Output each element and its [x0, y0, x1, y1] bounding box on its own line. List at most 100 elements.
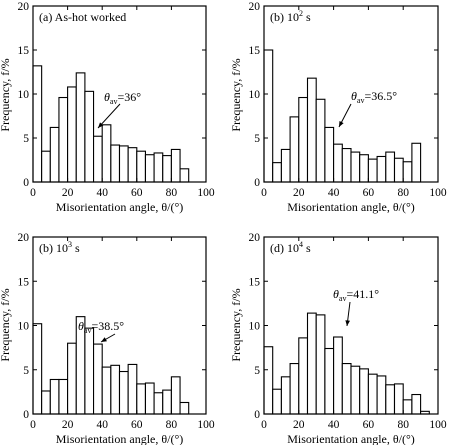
histogram-bar: [110, 364, 121, 415]
x-tick-label: 0: [261, 419, 267, 431]
histogram-bar: [110, 144, 121, 183]
y-tick-label: 10: [18, 89, 30, 101]
histogram-bar: [263, 49, 274, 183]
x-tick-label: 40: [96, 419, 108, 431]
x-tick-label: 20: [62, 187, 74, 199]
y-tick-label: 0: [254, 177, 260, 189]
histogram-bar: [315, 98, 326, 183]
panel-label: (a) As-hot worked: [39, 10, 126, 24]
y-axis-label: Frequency, f/%: [229, 288, 243, 361]
x-axis-label: Misorientation angle, θ/(°): [56, 432, 184, 445]
histogram-bar: [385, 151, 396, 183]
annotation-arrowhead: [339, 121, 344, 127]
histogram-bar: [298, 96, 309, 183]
y-tick-label: 0: [254, 409, 260, 421]
y-tick-label: 15: [249, 276, 261, 288]
histogram-bar: [263, 346, 274, 415]
panel-label: (d) 104 s: [270, 240, 311, 255]
x-tick-label: 40: [328, 187, 340, 199]
histogram-bar: [93, 135, 103, 183]
y-tick-label: 15: [18, 276, 30, 288]
histogram-bar: [84, 90, 95, 183]
y-tick-label: 10: [18, 321, 30, 333]
histogram-bar: [127, 147, 138, 183]
histogram-bar: [144, 382, 155, 415]
histogram-bar: [298, 337, 309, 415]
histogram-bar: [393, 383, 404, 415]
x-axis-label: Misorientation angle, θ/(°): [287, 200, 415, 214]
histogram-bar: [170, 376, 181, 415]
x-tick-label: 60: [131, 419, 143, 431]
histogram-bar: [341, 148, 352, 183]
panel-label: (b) 102 s: [270, 9, 311, 24]
panel-label: (b) 103 s: [39, 240, 80, 255]
histogram-bar: [84, 327, 95, 415]
x-tick-label: 0: [30, 187, 36, 199]
histogram-bar: [289, 116, 300, 183]
annotation-arrowhead: [345, 320, 351, 326]
histogram-bar: [306, 312, 317, 415]
histogram-bar: [179, 401, 190, 415]
x-tick-label: 0: [30, 419, 36, 431]
histogram-bar: [367, 373, 378, 415]
histogram-bar: [101, 366, 112, 415]
histogram-bar: [32, 323, 43, 415]
histogram-bar: [315, 314, 326, 415]
y-tick-label: 20: [18, 232, 30, 244]
histogram-bar: [350, 151, 361, 183]
histogram-bar: [127, 363, 138, 415]
y-tick-label: 15: [249, 45, 261, 57]
y-axis-label: Frequency, f/%: [0, 58, 12, 131]
histogram-bar: [289, 363, 300, 415]
x-tick-label: 60: [363, 419, 375, 431]
y-tick-label: 15: [18, 45, 30, 57]
histogram-bar: [49, 126, 60, 183]
histogram-bar: [136, 383, 147, 415]
x-tick-label: 100: [429, 187, 447, 199]
y-tick-label: 20: [249, 1, 261, 13]
histogram-bar: [376, 155, 387, 183]
histogram-bar: [333, 143, 343, 183]
histogram-bar: [272, 162, 282, 183]
histogram-bar: [58, 96, 69, 183]
histogram-bar: [359, 154, 369, 183]
histogram-bar: [272, 388, 282, 415]
histogram-bar: [376, 375, 387, 415]
x-tick-label: 20: [62, 419, 74, 431]
y-tick-label: 5: [23, 365, 29, 377]
x-tick-label: 100: [429, 419, 447, 431]
x-tick-label: 60: [363, 187, 375, 199]
histogram-bar: [402, 399, 413, 415]
histogram-bar: [393, 157, 404, 183]
x-axis-label: Misorientation angle, θ/(°): [56, 200, 184, 214]
histogram-bar: [333, 336, 343, 415]
y-tick-label: 20: [18, 1, 30, 13]
histogram-bar: [385, 384, 396, 415]
histogram-bar: [75, 72, 86, 183]
histogram-bar: [67, 86, 77, 183]
histogram-bar: [153, 392, 164, 415]
average-angle-annotation: θav=38.5°: [78, 319, 124, 335]
histogram-bar: [280, 376, 291, 415]
y-tick-label: 0: [23, 177, 29, 189]
x-tick-label: 60: [131, 187, 143, 199]
histogram-bar: [306, 77, 317, 183]
histogram-bar: [179, 168, 190, 183]
histogram-bar: [350, 365, 361, 415]
histogram-bar: [162, 155, 172, 183]
y-tick-label: 0: [23, 409, 29, 421]
x-tick-label: 80: [166, 187, 178, 199]
y-tick-label: 5: [23, 133, 29, 145]
histogram-bar: [170, 148, 181, 183]
x-tick-label: 40: [328, 419, 340, 431]
histogram-bar: [58, 378, 69, 415]
histogram-bar: [93, 343, 103, 415]
histogram-bar: [32, 65, 43, 183]
annotation-arrowhead: [98, 122, 104, 128]
histogram-bar: [101, 124, 112, 183]
y-tick-label: 10: [249, 89, 261, 101]
